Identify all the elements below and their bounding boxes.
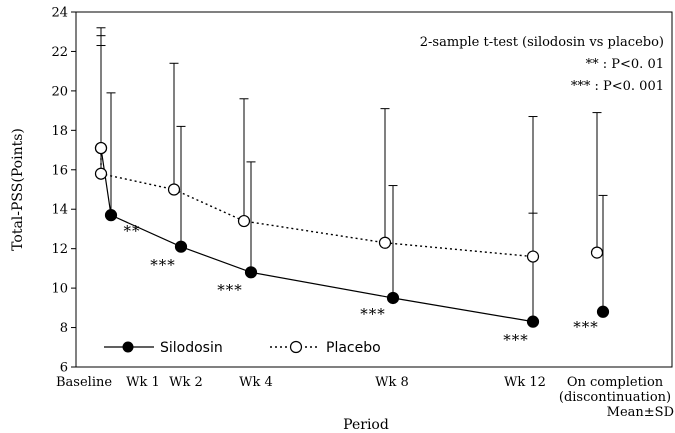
- x-tick-label: Wk 12: [504, 375, 546, 390]
- significance-markers: *****************: [124, 222, 599, 349]
- plot-frame: [75, 11, 673, 368]
- annotation-p-0001: *** : P<0. 001: [571, 79, 664, 94]
- legend-placebo-marker: [289, 340, 303, 354]
- point-placebo: [590, 246, 604, 259]
- annotation-test-title: 2-sample t-test (silodosin vs placebo): [420, 35, 664, 50]
- point-silodosin: [244, 266, 258, 279]
- x-tick-label: (discontinuation): [559, 390, 671, 405]
- x-tick-label: Baseline: [56, 375, 112, 390]
- y-tick-label: 20: [51, 84, 68, 99]
- y-tick-label: 8: [60, 321, 68, 336]
- legend: Silodosin Placebo: [104, 340, 381, 356]
- significance-marker: ***: [150, 256, 176, 274]
- point-silodosin: [596, 305, 610, 318]
- y-tick-label: 22: [51, 45, 68, 60]
- y-tick-label: 12: [51, 242, 68, 257]
- x-axis-title: Period: [343, 417, 389, 433]
- point-silodosin: [104, 209, 118, 222]
- axis-labels: 6 8 10 12 14 16 18 20 22 24 Baseline Wk 1 Wk 2 Wk 4 Wk…: [10, 6, 674, 433]
- data-points: [94, 141, 610, 328]
- x-tick-label: Wk 1: [126, 375, 160, 390]
- point-placebo: [94, 141, 108, 155]
- point-placebo: [526, 250, 540, 263]
- y-tick-label: 6: [60, 361, 68, 376]
- point-placebo: [94, 167, 108, 180]
- legend-silodosin-marker: [122, 341, 134, 353]
- point-placebo: [378, 236, 392, 249]
- y-tick-label: 14: [51, 203, 68, 218]
- point-silodosin: [526, 315, 540, 328]
- point-placebo: [237, 214, 251, 228]
- y-tick-label: 10: [51, 282, 68, 297]
- significance-marker: ***: [360, 305, 386, 323]
- significance-marker: ***: [503, 331, 529, 349]
- series-line-silodosin: [100, 147, 534, 323]
- y-tick-label: 18: [51, 124, 68, 139]
- significance-marker: ***: [217, 281, 243, 299]
- point-silodosin: [174, 240, 188, 253]
- point-placebo: [167, 183, 181, 196]
- axes: [71, 11, 673, 368]
- y-tick-label: 24: [51, 6, 68, 21]
- significance-marker: ***: [573, 318, 599, 336]
- error-bars: [96, 27, 608, 322]
- legend-silodosin-label: Silodosin: [160, 340, 223, 356]
- annotation-p-001: ** : P<0. 01: [586, 57, 664, 72]
- y-axis-title: Total-PSS(Points): [10, 128, 26, 251]
- point-silodosin: [386, 291, 400, 305]
- mean-sd-note: Mean±SD: [607, 405, 674, 420]
- x-tick-label: Wk 8: [375, 375, 409, 390]
- legend-placebo-label: Placebo: [326, 340, 381, 356]
- y-tick-label: 16: [51, 163, 68, 178]
- series-lines: [100, 147, 534, 323]
- significance-marker: **: [124, 222, 141, 240]
- statistics-annotation: 2-sample t-test (silodosin vs placebo) *…: [420, 35, 664, 94]
- x-tick-label: Wk 4: [239, 375, 273, 390]
- x-tick-label: Wk 2: [169, 375, 203, 390]
- x-tick-label: On completion: [567, 375, 664, 390]
